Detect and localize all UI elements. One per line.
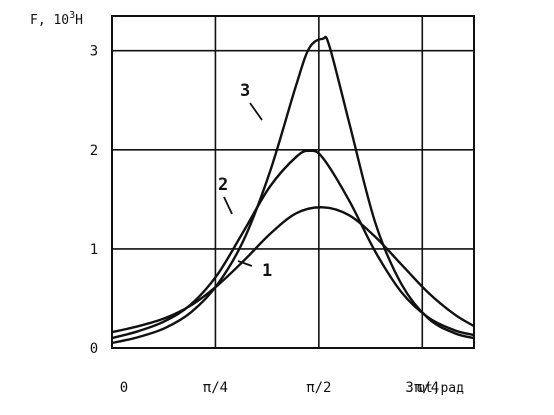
series-line-3 xyxy=(111,35,475,345)
x-tick-label-0: 0 xyxy=(120,380,128,396)
series-line-1 xyxy=(111,206,475,334)
y-tick-label-2: 2 xyxy=(90,143,98,159)
series-pointer-3 xyxy=(249,102,263,121)
series-label-1: 1 xyxy=(262,261,272,281)
series-label-2: 2 xyxy=(218,175,228,195)
y-tick-label-0: 0 xyxy=(90,341,98,357)
series-line-2 xyxy=(111,149,475,340)
x-axis-label: ωt,рад xyxy=(417,381,464,396)
y-axis-label-exponent: 3 xyxy=(69,10,75,21)
plot-frame xyxy=(111,15,475,349)
grid xyxy=(111,15,475,349)
x-tick-label-1: π/4 xyxy=(203,380,228,396)
series-pointer-2 xyxy=(223,196,233,215)
tick-labels: 0 π/4 π/2 3π/4 0 1 2 3 xyxy=(90,44,439,396)
y-axis-label-unit: Н xyxy=(75,13,83,28)
y-tick-label-3: 3 xyxy=(90,44,98,60)
y-tick-label-1: 1 xyxy=(90,242,98,258)
series-labels: 1 2 3 xyxy=(218,81,272,281)
y-axis-label: F, 103Н xyxy=(30,10,83,28)
x-tick-label-2: π/2 xyxy=(306,380,331,396)
x-tick-label-3: 3π/4 xyxy=(405,380,439,396)
series-pointer-1 xyxy=(237,260,253,267)
curves xyxy=(111,35,475,345)
y-axis-label-base: F, 10 xyxy=(30,13,69,28)
series-label-3: 3 xyxy=(240,81,250,101)
